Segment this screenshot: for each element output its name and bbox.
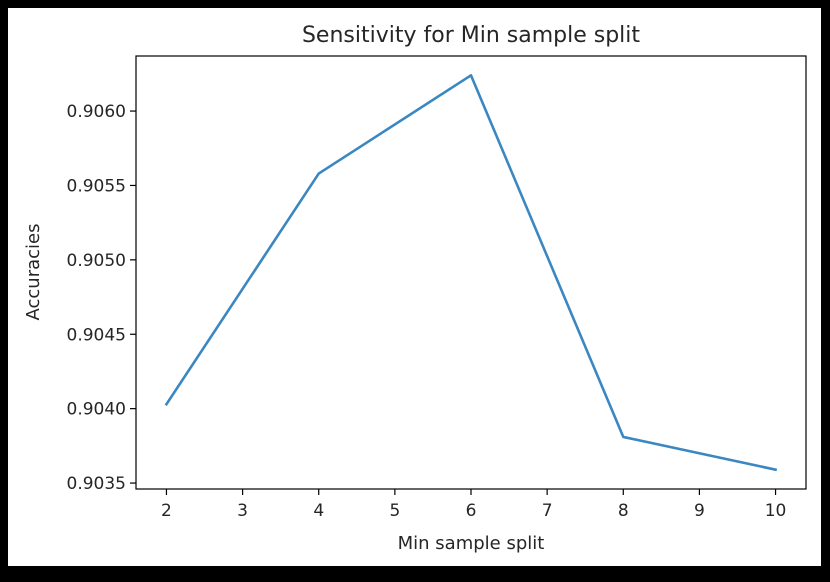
series-line-0 — [164, 74, 778, 472]
x-tick-label: 3 — [237, 501, 248, 521]
series-group — [164, 74, 778, 472]
x-tick-label: 9 — [694, 501, 705, 521]
x-tick-label: 7 — [542, 501, 553, 521]
chart-title: Sensitivity for Min sample split — [302, 23, 640, 48]
plot-area-frame — [135, 55, 807, 490]
y-tick-label: 0.9045 — [67, 325, 126, 345]
y-tick-label: 0.9040 — [67, 400, 126, 420]
y-tick-label: 0.9055 — [67, 176, 126, 196]
y-tick-label: 0.9060 — [67, 102, 126, 122]
line-chart: Sensitivity for Min sample split 0.90350… — [23, 23, 807, 554]
x-tick-label: 6 — [466, 501, 477, 521]
x-axis-ticks: 2 3 4 5 6 7 8 9 10 — [161, 489, 786, 521]
y-tick-label: 0.9050 — [67, 251, 126, 271]
x-tick-label: 4 — [313, 501, 324, 521]
x-tick-label: 10 — [765, 501, 787, 521]
x-tick-label: 2 — [161, 501, 172, 521]
x-tick-label: 5 — [389, 501, 400, 521]
x-tick-label: 8 — [618, 501, 629, 521]
y-tick-label: 0.9035 — [67, 474, 126, 494]
x-axis-label: Min sample split — [398, 533, 545, 554]
y-axis-label: Accuracies — [23, 224, 44, 321]
y-axis-ticks: 0.9035 0.9040 0.9045 0.9050 0.9055 0.9060 — [67, 102, 136, 494]
figure-frame: Sensitivity for Min sample split 0.9035 0… — [8, 8, 821, 566]
